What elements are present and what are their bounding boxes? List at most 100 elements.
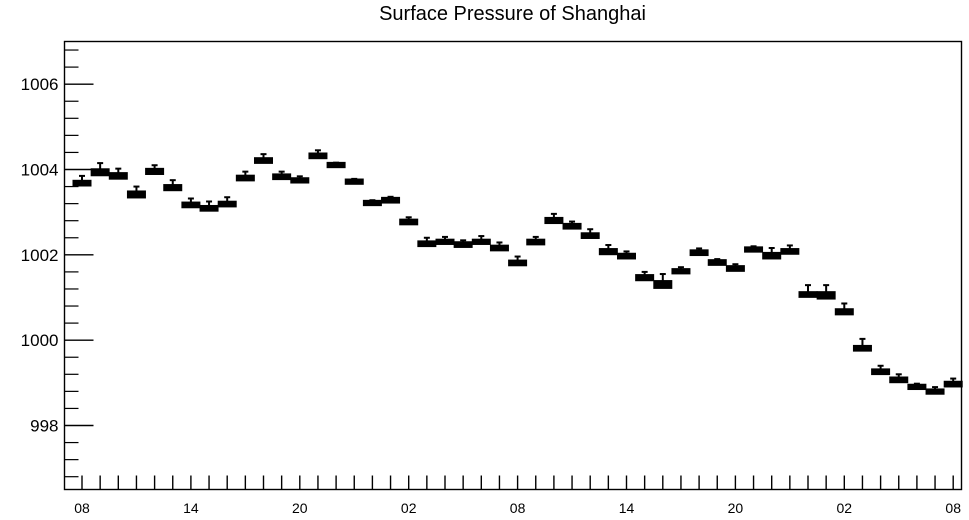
- box-body: [907, 383, 927, 391]
- box-mark: [272, 170, 292, 181]
- box-mark: [580, 228, 600, 239]
- chart-title: Surface Pressure of Shanghai: [379, 3, 646, 25]
- series-layer: [72, 149, 963, 395]
- box-mark: [435, 235, 455, 245]
- box-mark: [852, 337, 872, 352]
- box-body: [816, 291, 836, 300]
- box-mark: [617, 250, 636, 260]
- box-body: [598, 248, 618, 256]
- box-body: [326, 161, 346, 169]
- box-mark: [290, 175, 310, 184]
- box-mark: [90, 162, 110, 177]
- box-body: [72, 179, 92, 187]
- box-body: [108, 172, 128, 180]
- box-mark: [762, 247, 782, 260]
- box-mark: [217, 196, 237, 208]
- y-tick-label: 1004: [21, 161, 59, 180]
- box-body: [417, 240, 437, 248]
- box-mark: [871, 364, 891, 376]
- x-axis: 08 14 20 02 08 14 20 02 08: [74, 475, 961, 516]
- box-body: [217, 200, 237, 208]
- box-mark: [544, 212, 564, 225]
- box-mark: [780, 244, 800, 255]
- box-mark: [326, 161, 346, 169]
- y-tick-label: 998: [30, 417, 58, 436]
- y-axis: 998 1000 1002 1004 1006: [21, 49, 94, 478]
- box-body: [399, 218, 419, 226]
- box-body: [562, 222, 582, 230]
- x-tick-label: 08: [510, 500, 526, 516]
- box-mark: [744, 245, 764, 253]
- box-mark: [816, 284, 836, 300]
- box-mark: [381, 195, 401, 204]
- x-tick-label: 08: [945, 500, 961, 516]
- box-mark: [471, 235, 491, 245]
- box-body: [344, 178, 364, 185]
- box-mark: [362, 199, 382, 207]
- x-tick-label: 02: [837, 500, 853, 516]
- box-body: [290, 177, 310, 184]
- box-body: [725, 265, 745, 272]
- box-mark: [925, 386, 945, 395]
- box-body: [762, 251, 782, 260]
- box-body: [925, 388, 945, 395]
- box-body: [526, 238, 546, 246]
- box-body: [145, 167, 165, 175]
- box-body: [90, 168, 110, 177]
- box-mark: [145, 164, 165, 175]
- box-mark: [399, 216, 419, 226]
- box-mark: [635, 270, 655, 282]
- box-mark: [417, 236, 437, 248]
- box-body: [163, 184, 183, 192]
- y-tick-label: 1002: [21, 246, 59, 265]
- box-body: [181, 201, 201, 209]
- y-tick-label: 1006: [21, 75, 59, 94]
- box-mark: [254, 153, 273, 164]
- box-mark: [689, 247, 709, 257]
- box-mark: [598, 244, 618, 256]
- box-mark: [108, 167, 128, 180]
- box-body: [617, 252, 636, 260]
- box-body: [489, 244, 509, 252]
- box-mark: [72, 174, 92, 187]
- x-tick-label: 14: [183, 500, 199, 516]
- box-mark: [562, 220, 582, 230]
- box-body: [834, 308, 854, 316]
- plot-frame: [63, 40, 963, 491]
- box-mark: [725, 263, 745, 272]
- box-mark: [943, 377, 963, 388]
- x-tick-label: 14: [619, 500, 635, 516]
- box-body: [707, 259, 727, 266]
- box-body: [126, 190, 146, 199]
- box-body: [671, 268, 691, 275]
- box-mark: [889, 373, 909, 384]
- box-body: [235, 174, 255, 182]
- box-body: [544, 216, 564, 225]
- box-body: [308, 152, 328, 160]
- box-body: [199, 204, 219, 212]
- box-mark: [798, 284, 818, 298]
- box-body: [653, 280, 673, 289]
- box-mark: [163, 179, 183, 192]
- box-mark: [526, 235, 546, 246]
- box-body: [272, 173, 292, 181]
- x-tick-label: 08: [74, 500, 90, 516]
- box-mark: [653, 273, 673, 289]
- box-body: [508, 259, 528, 267]
- x-tick-label: 02: [401, 500, 417, 516]
- box-mark: [308, 149, 328, 160]
- box-mark: [453, 239, 473, 248]
- box-mark: [235, 170, 255, 182]
- box-mark: [671, 266, 691, 275]
- box-body: [453, 241, 473, 248]
- box-mark: [907, 382, 927, 391]
- box-body: [580, 232, 600, 239]
- box-mark: [344, 177, 364, 185]
- box-body: [689, 249, 709, 257]
- box-body: [744, 246, 764, 253]
- box-mark: [126, 185, 146, 199]
- box-body: [381, 196, 401, 204]
- x-tick-label: 20: [292, 500, 308, 516]
